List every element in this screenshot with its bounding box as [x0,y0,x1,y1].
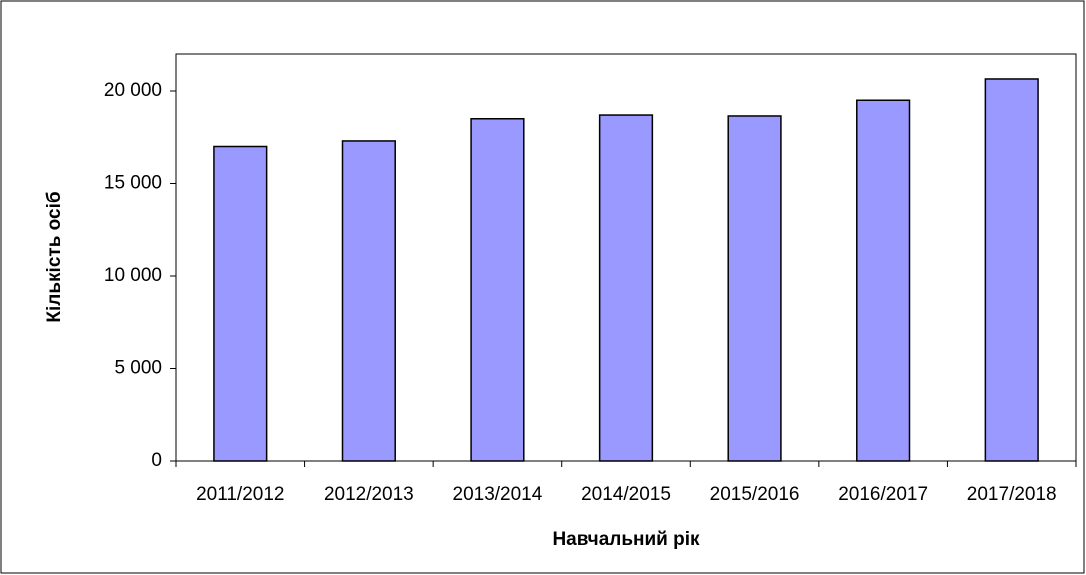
y-tick-label: 5 000 [114,358,162,379]
bar [470,118,525,462]
x-tick-label: 2016/2017 [838,484,928,505]
bar [213,145,268,462]
bar [856,99,911,462]
x-tick-label: 2012/2013 [324,484,414,505]
bar [341,140,396,462]
x-tick-label: 2011/2012 [196,484,284,505]
y-tick-label: 0 [151,450,162,471]
y-axis-label: Кількість осіб [44,191,65,322]
bar [727,115,782,462]
x-tick-label: 2014/2015 [581,484,671,505]
x-tick-label: 2017/2018 [967,484,1057,505]
y-tick-label: 15 000 [104,173,162,194]
bar [598,114,654,462]
bar [984,78,1039,462]
x-axis-label: Навчальний рік [552,529,700,550]
y-tick-label: 20 000 [104,80,162,101]
y-tick-label: 10 000 [104,265,162,286]
x-tick-label: 2013/2014 [453,484,543,505]
x-tick-label: 2015/2016 [710,484,800,505]
